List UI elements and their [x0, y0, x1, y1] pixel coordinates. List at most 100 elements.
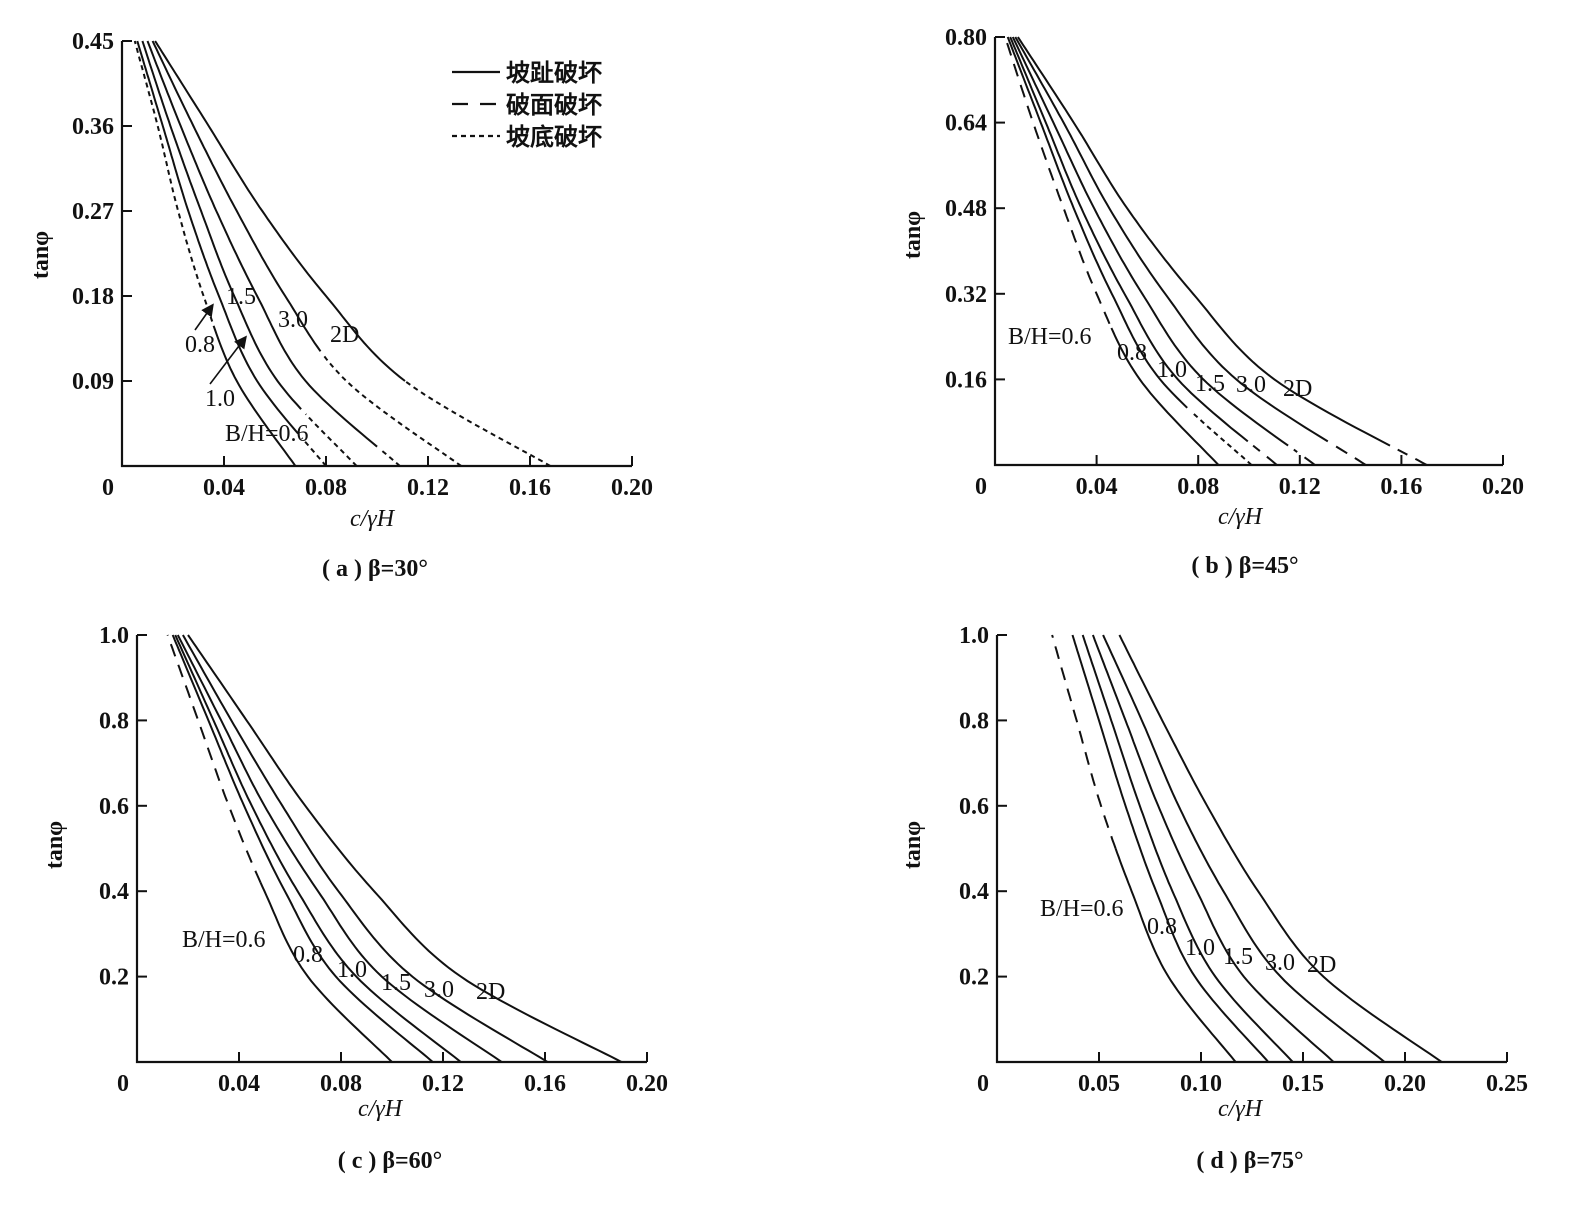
curve-1-0-lower	[1252, 444, 1278, 466]
x-tick-label: 0.25	[1486, 1071, 1528, 1097]
x-tick-label: 0.05	[1078, 1071, 1120, 1097]
pointer-arrow-0-8	[194, 303, 214, 331]
y-tick-label: 0.09	[72, 369, 114, 395]
curve-3-0-lower	[322, 354, 462, 467]
x-tick-label: 0.12	[1279, 474, 1321, 500]
curve-label: 0.8	[185, 332, 215, 358]
curve-0-8-upper	[1071, 634, 1270, 1063]
x-tick-label: 0.20	[611, 475, 653, 501]
pointer-arrow-1-0	[209, 335, 247, 385]
axes	[135, 635, 647, 1064]
curve-B-H-0-6-upper	[133, 40, 214, 322]
legend-label: 坡底破坏	[506, 123, 602, 151]
y-tick-label: 0.80	[945, 25, 987, 51]
x-tick-label: 0	[975, 474, 987, 500]
y-tick-label: 0.18	[72, 284, 114, 310]
curve-2D-lower	[404, 380, 551, 467]
y-tick-label: 0.8	[959, 708, 989, 734]
curve-label: 3.0	[278, 307, 308, 333]
curve-label: 1.5	[226, 284, 256, 310]
legend-label: 破面破坏	[506, 92, 602, 119]
curve-0-8-upper	[1006, 36, 1188, 409]
chart-caption: ( a ) β=30°	[322, 556, 428, 582]
curve-3-0-upper	[151, 40, 322, 352]
y-tick-label: 0.4	[959, 879, 989, 905]
x-tick-label: 0.04	[1076, 474, 1118, 500]
x-tick-label: 0.08	[1177, 474, 1219, 500]
curve-3-0-lower	[1334, 444, 1367, 466]
curve-label: 3.0	[1265, 950, 1295, 976]
y-tick-label: 0.16	[945, 367, 987, 393]
curve-2D-upper	[1118, 634, 1443, 1063]
curve-1-5-lower	[381, 449, 401, 467]
curve-3-0-upper	[182, 634, 549, 1063]
x-tick-label: 0.20	[1482, 474, 1524, 500]
curve-1-5-upper	[1091, 634, 1335, 1063]
x-tick-label: 0.08	[305, 475, 347, 501]
x-tick-label: 0.16	[1380, 474, 1422, 500]
curve-0-8-upper	[136, 40, 299, 435]
curve-2D-upper	[187, 634, 622, 1063]
y-tick-label: 0.6	[959, 794, 989, 820]
curve-B-H-0-6-lower	[212, 325, 297, 467]
x-tick-label: 0.16	[509, 475, 551, 501]
y-axis-label: tanφ	[42, 821, 68, 869]
curve-2D-lower	[1397, 448, 1428, 466]
x-tick-label: 0.12	[407, 475, 449, 501]
curve-label: B/H=0.6	[225, 421, 309, 447]
x-tick-label: 0.08	[320, 1071, 362, 1097]
curve-1-5-upper	[146, 40, 378, 448]
y-axis-label: tanφ	[28, 231, 54, 279]
x-tick-label: 0.04	[218, 1071, 260, 1097]
curve-label: B/H=0.6	[1008, 324, 1092, 350]
chart-caption: ( d ) β=75°	[1196, 1148, 1303, 1174]
curve-label: 1.5	[1195, 371, 1225, 397]
curve-B-H-0-6-lower	[1110, 327, 1220, 466]
curve-label: 3.0	[1236, 372, 1266, 398]
curve-1-5-upper	[1011, 36, 1289, 447]
curve-1-0-upper	[1009, 36, 1249, 443]
curve-label: 1.5	[381, 970, 411, 996]
curve-label: 2D	[476, 979, 505, 1005]
x-tick-label: 0.04	[203, 475, 245, 501]
y-tick-label: 1.0	[959, 623, 989, 649]
y-axis-label: tanφ	[900, 211, 926, 259]
chart-panel-d: 0 0.05 0.10 0.15 0.20 0.25 0.2 0.4 0.6 0.8 1.0 c/γH…	[900, 623, 1528, 1174]
x-tick-label: 0	[977, 1071, 989, 1097]
curve-3-0-upper	[1102, 634, 1386, 1063]
curve-0-8-upper	[171, 634, 434, 1063]
y-tick-label: 0.48	[945, 196, 987, 222]
curve-B-H-0-6-upper	[1051, 634, 1117, 849]
curve-1-5-upper	[176, 634, 503, 1063]
curve-label: 1.0	[205, 386, 235, 412]
axes	[993, 37, 1503, 467]
y-tick-label: 0.8	[99, 708, 129, 734]
curve-2D-upper	[1017, 36, 1391, 447]
curve-B-H-0-6-lower	[1114, 848, 1237, 1063]
curve-B-H-0-6-upper	[166, 634, 262, 884]
axes	[995, 635, 1507, 1064]
axes	[120, 41, 632, 468]
curve-label: 1.0	[1157, 357, 1187, 383]
x-tick-label: 0.20	[626, 1071, 668, 1097]
curve-label: 0.8	[1117, 340, 1147, 366]
curve-2D-upper	[154, 40, 406, 382]
x-axis-label: c/γH	[1218, 1096, 1264, 1122]
chart-caption: ( c ) β=60°	[338, 1148, 443, 1174]
x-axis-label: c/γH	[1218, 504, 1264, 530]
legend-label: 坡趾破坏	[506, 60, 602, 87]
x-tick-label: 0	[102, 475, 114, 501]
curve-label: 1.0	[1185, 935, 1215, 961]
curve-3-0-upper	[1014, 36, 1329, 443]
curve-label: 2D	[1283, 376, 1312, 402]
curve-label: B/H=0.6	[1040, 896, 1124, 922]
chart-panel-b: 0 0.04 0.08 0.12 0.16 0.20 0.16 0.32 0.48 0.64 0.8…	[900, 25, 1524, 579]
x-axis-label: c/γH	[358, 1096, 404, 1122]
chart-panel-a: 0 0.04 0.08 0.12 0.16 0.20 0.09 0.18 0.27 0.36 0.4…	[28, 29, 653, 582]
curve-B-H-0-6-upper	[1004, 36, 1111, 325]
curve-1-5-lower	[1293, 448, 1316, 466]
y-axis-label: tanφ	[900, 821, 926, 869]
chart-caption: ( b ) β=45°	[1191, 553, 1298, 579]
